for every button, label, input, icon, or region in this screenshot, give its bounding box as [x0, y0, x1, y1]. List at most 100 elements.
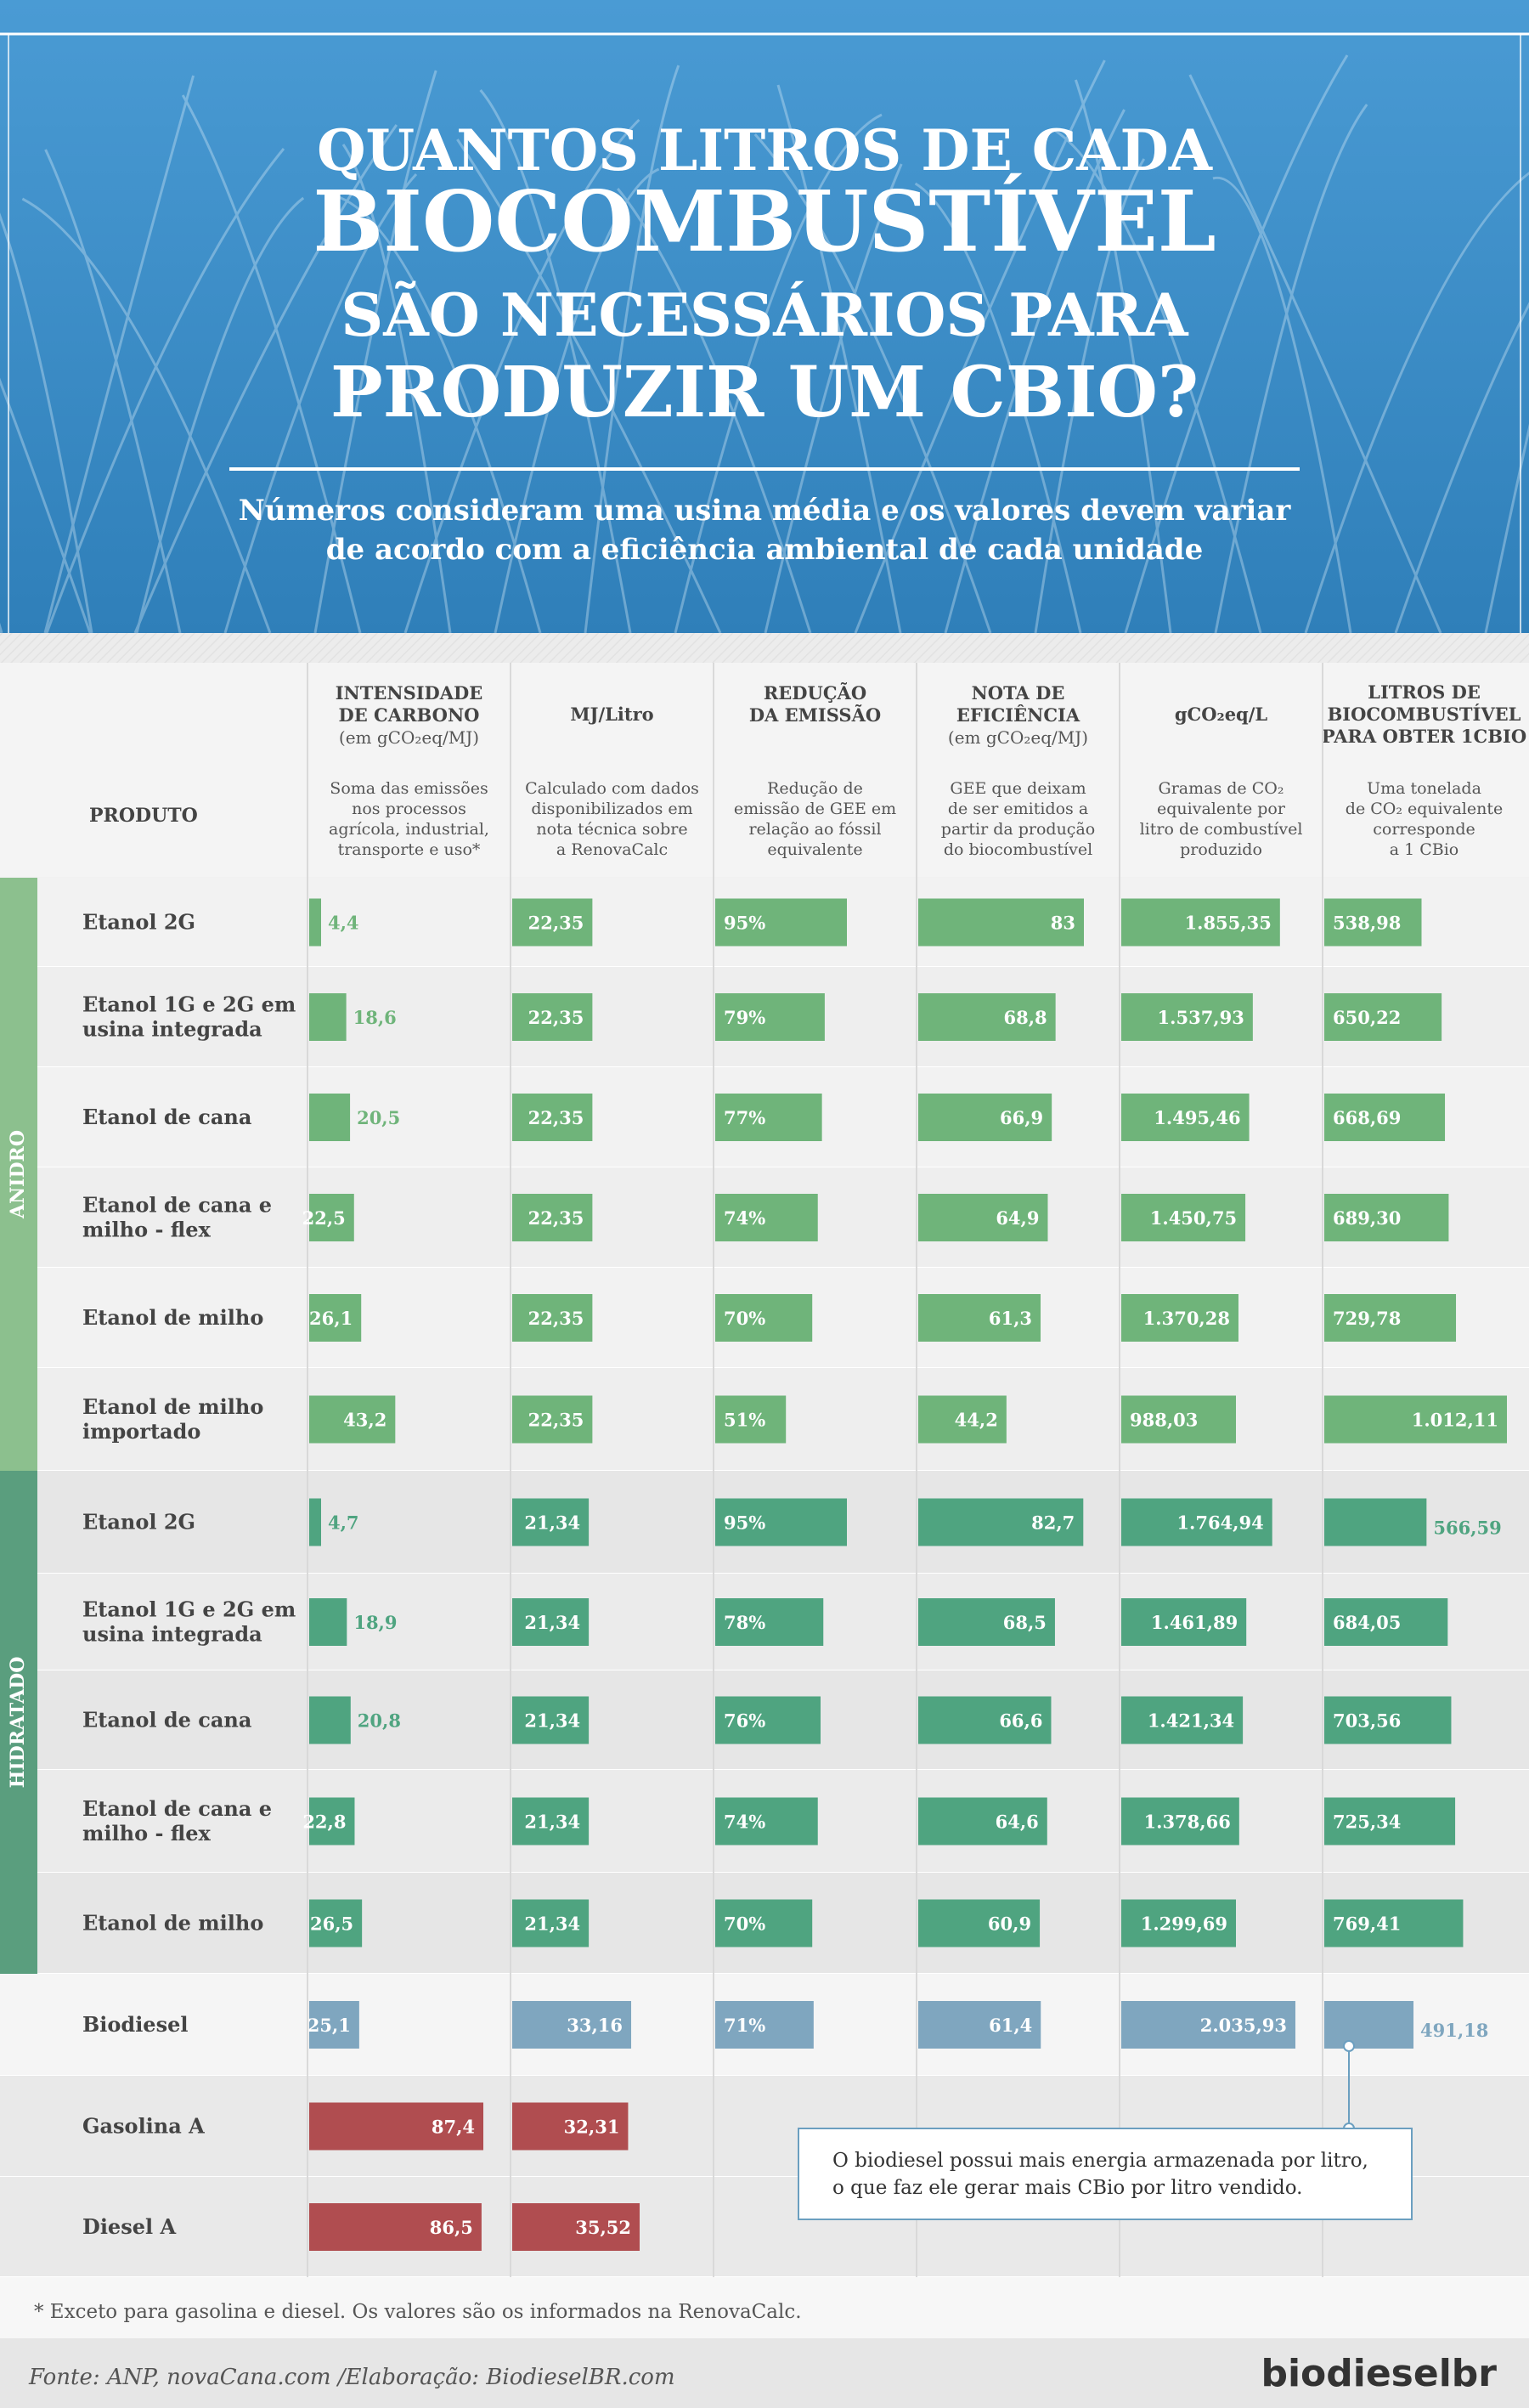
- bar: [309, 1899, 363, 1947]
- source-text: Fonte: ANP, novaCana.com /Elaboração: Bi…: [28, 2365, 675, 2390]
- bar: [512, 1797, 590, 1846]
- bar: [1121, 1498, 1272, 1546]
- bar: [1121, 993, 1253, 1041]
- bar-value-label: 64,6: [996, 1812, 1039, 1833]
- bar-value-label: 26,1: [309, 1308, 353, 1329]
- column-description: nota técnica sobre: [536, 820, 687, 839]
- column-description: disponibilizados em: [531, 800, 692, 818]
- bar-value-label: 60,9: [988, 1913, 1031, 1935]
- bar-value-label: 1.299,69: [1141, 1913, 1227, 1935]
- bar-value-label: 22,35: [528, 1308, 584, 1329]
- bar: [715, 1094, 822, 1141]
- bar-value-label: 51%: [724, 1410, 765, 1431]
- column-title: INTENSIDADE: [336, 682, 483, 704]
- bar: [918, 1797, 1047, 1846]
- bar-value-label: 79%: [724, 1007, 765, 1028]
- bar-value-label: 18,9: [353, 1612, 397, 1633]
- bar: [715, 1294, 813, 1342]
- bar: [1121, 2001, 1295, 2049]
- bar-value-label: 22,8: [302, 1812, 346, 1833]
- product-label: usina integrada: [82, 1622, 262, 1647]
- bar: [1324, 1498, 1427, 1546]
- bar: [309, 1696, 351, 1744]
- leaf-stroke: [494, 167, 660, 634]
- leaf-stroke: [1188, 74, 1442, 634]
- bar: [1324, 898, 1422, 947]
- bar: [918, 1696, 1052, 1744]
- subtitle-line-2: de acordo com a eficiência ambiental de …: [326, 533, 1203, 567]
- column-description: produzido: [1180, 840, 1262, 859]
- title-line-3: SÃO NECESSÁRIOS PARA: [341, 280, 1189, 350]
- leaf-stroke: [674, 113, 883, 634]
- leaf-stroke: [776, 84, 902, 634]
- bar-value-label: 668,69: [1333, 1107, 1401, 1128]
- bar: [512, 2001, 632, 2049]
- bar: [1121, 1194, 1246, 1241]
- bar-value-label: 43,2: [343, 1410, 386, 1431]
- bar-value-label: 1.764,94: [1176, 1512, 1263, 1534]
- group-labels: ANIDRO HIDRATADO: [0, 878, 37, 1974]
- bar: [512, 1899, 590, 1947]
- bar: [512, 1498, 590, 1546]
- group-bar-hidratado: [0, 1471, 37, 1974]
- annotation-line-2: o que faz ele gerar mais CBio por litro …: [832, 2177, 1302, 2199]
- product-label: Etanol de milho: [82, 1394, 263, 1419]
- group-label: HIDRATADO: [7, 1657, 29, 1789]
- leaf-stroke: [1304, 172, 1529, 634]
- column-description: partir da produção: [941, 820, 1095, 839]
- leaf-stroke: [764, 163, 903, 634]
- bar: [1324, 2001, 1413, 2049]
- product-label: usina integrada: [82, 1017, 262, 1042]
- column-description: litro de combustível: [1140, 820, 1303, 839]
- bar-value-label: 22,35: [528, 1410, 584, 1431]
- leaf-stroke: [584, 65, 680, 634]
- leaf-stroke: [753, 133, 992, 634]
- bar: [1121, 1797, 1239, 1846]
- biodieselbr-logo: biodieselbr: [1261, 2352, 1497, 2395]
- bar-value-label: 66,9: [1000, 1107, 1043, 1128]
- product-label: Etanol de milho: [82, 1911, 263, 1936]
- bar-value-label: 95%: [724, 913, 765, 934]
- bar-value-label: 20,5: [357, 1107, 400, 1128]
- bar-value-label: 21,34: [524, 1812, 580, 1833]
- footnote: * Exceto para gasolina e diesel. Os valo…: [34, 2301, 802, 2323]
- bar: [918, 1194, 1048, 1241]
- column-description: equivalente: [767, 840, 862, 859]
- bar-value-label: 68,8: [1003, 1007, 1047, 1028]
- bar-value-label: 26,5: [310, 1913, 353, 1935]
- leaf-stroke: [1214, 104, 1368, 634]
- header-background: [0, 0, 1529, 633]
- bar-value-label: 70%: [724, 1308, 765, 1329]
- source-bar: [0, 2338, 1529, 2408]
- bar: [309, 1294, 362, 1342]
- bar-value-label: 1.537,93: [1158, 1007, 1244, 1028]
- leaf-stroke: [133, 124, 398, 634]
- bar-value-label: 61,3: [989, 1308, 1032, 1329]
- product-label: Etanol de milho: [82, 1305, 263, 1330]
- product-label: Etanol 2G: [82, 1510, 195, 1535]
- bar: [918, 1094, 1052, 1141]
- bar-value-label: 32,31: [564, 2117, 620, 2138]
- leaf-stroke: [45, 148, 285, 634]
- bar-value-label: 1.495,46: [1154, 1107, 1240, 1128]
- column-description: equivalente por: [1157, 800, 1286, 818]
- bar: [918, 1899, 1041, 1947]
- leaf-stroke: [135, 196, 305, 634]
- leaf-stroke: [313, 70, 437, 634]
- bar-value-label: 21,34: [524, 1512, 580, 1534]
- column-description: Redução de: [767, 779, 863, 798]
- bar: [715, 993, 825, 1041]
- column-title: gCO₂eq/L: [1175, 704, 1268, 725]
- bar-value-label: 71%: [724, 2015, 765, 2036]
- bar-value-label: 74%: [724, 1812, 765, 1833]
- leaf-stroke: [617, 188, 812, 634]
- bar-value-label: 35,52: [575, 2217, 631, 2238]
- bar: [512, 1598, 590, 1646]
- leaf-stroke: [1052, 127, 1262, 634]
- bar: [309, 1194, 354, 1241]
- bar: [512, 1696, 590, 1744]
- bar-value-label: 1.461,89: [1151, 1612, 1238, 1633]
